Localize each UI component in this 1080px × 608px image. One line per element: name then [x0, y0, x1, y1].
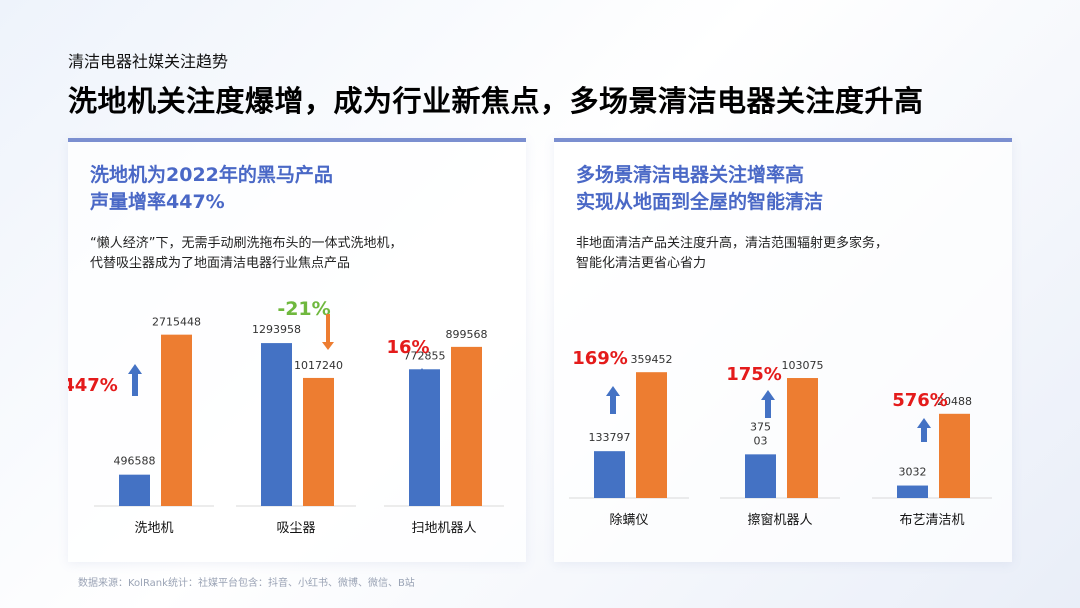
change-label: 447% [68, 375, 118, 396]
right-panel-title: 多场景清洁电器关注增率高 实现从地面到全屋的智能清洁 [576, 162, 823, 216]
arrow-up-icon [415, 368, 429, 398]
left-bar-chart: 496588 2715448 洗地机 447% 1293958 1017240 吸尘器 -21… [68, 298, 504, 536]
change-label: 16% [386, 337, 429, 358]
right-desc-line-2: 智能化清洁更省心省力 [576, 256, 707, 271]
bar-吸尘器-blue [261, 343, 292, 506]
category-label: 除螨仪 [609, 513, 648, 528]
bar-布艺清洁机-orange [939, 413, 970, 498]
right-title-line-1: 多场景清洁电器关注增率高 [576, 164, 805, 186]
left-desc-line-2: 代替吸尘器成为了地面清洁电器行业焦点产品 [90, 256, 351, 271]
change-label: 169% [572, 348, 628, 369]
section-kicker: 清洁电器社媒关注趋势 [68, 52, 229, 71]
left-title-line-2: 声量增率447% [90, 191, 225, 213]
data-label: 03 [754, 434, 768, 447]
data-label: 2715448 [152, 316, 201, 329]
data-label: 496588 [114, 455, 156, 468]
data-label: 375 [750, 420, 771, 433]
left-panel: 洗地机为2022年的黑马产品 声量增率447% “懒人经济”下，无需手动刷洗拖布… [68, 138, 526, 562]
bar-擦窗机器人-orange [787, 378, 818, 498]
bar-洗地机-orange [161, 334, 192, 506]
data-label: 1017240 [294, 359, 343, 372]
right-title-line-2: 实现从地面到全屋的智能清洁 [576, 191, 824, 213]
change-label: 175% [726, 364, 782, 385]
bar-布艺清洁机-blue [897, 485, 928, 498]
category-label: 布艺清洁机 [899, 513, 964, 528]
right-desc-line-1: 非地面清洁产品关注度升高，清洁范围辐射更多家务， [576, 236, 889, 251]
bar-扫地机器人-orange [451, 346, 482, 506]
arrow-up-icon [917, 418, 931, 442]
arrow-up-icon [128, 364, 142, 396]
data-source-note: 数据来源：KolRank统计：社媒平台包含：抖音、小红书、微博、微信、B站 [78, 578, 415, 589]
left-panel-description: “懒人经济”下，无需手动刷洗拖布头的一体式洗地机， 代替吸尘器成为了地面清洁电器… [90, 234, 510, 274]
right-panel-description: 非地面清洁产品关注度升高，清洁范围辐射更多家务， 智能化清洁更省心省力 [576, 234, 996, 274]
bar-擦窗机器人-blue [745, 454, 776, 498]
category-label: 擦窗机器人 [747, 512, 812, 528]
data-label: 899568 [446, 328, 488, 341]
data-label: 359452 [631, 353, 673, 366]
change-label: 576% [892, 390, 948, 411]
bar-除螨仪-blue [594, 451, 625, 498]
bar-除螨仪-orange [636, 372, 667, 498]
arrow-down-icon [322, 314, 334, 350]
category-label: 吸尘器 [276, 521, 315, 536]
data-label: 772855 [404, 349, 446, 362]
category-label: 扫地机器人 [411, 521, 476, 536]
bar-洗地机-blue [119, 474, 150, 506]
data-label: 1293958 [252, 323, 301, 336]
data-label: 103075 [782, 359, 824, 372]
data-label: 133797 [589, 431, 631, 444]
arrow-up-icon [761, 390, 775, 418]
right-panel: 多场景清洁电器关注增率高 实现从地面到全屋的智能清洁 非地面清洁产品关注度升高，… [554, 138, 1012, 562]
change-label: -21% [277, 298, 330, 320]
left-panel-title: 洗地机为2022年的黑马产品 声量增率447% [90, 162, 333, 216]
data-label: 3032 [899, 466, 927, 479]
left-desc-line-1: “懒人经济”下，无需手动刷洗拖布头的一体式洗地机， [90, 236, 403, 251]
category-label: 洗地机 [134, 521, 173, 536]
left-title-line-1: 洗地机为2022年的黑马产品 [90, 164, 333, 186]
arrow-up-icon [606, 386, 620, 414]
data-label: 20488 [937, 395, 972, 408]
page-headline: 洗地机关注度爆增，成为行业新焦点，多场景清洁电器关注度升高 [68, 84, 924, 118]
bar-吸尘器-orange [303, 377, 334, 506]
